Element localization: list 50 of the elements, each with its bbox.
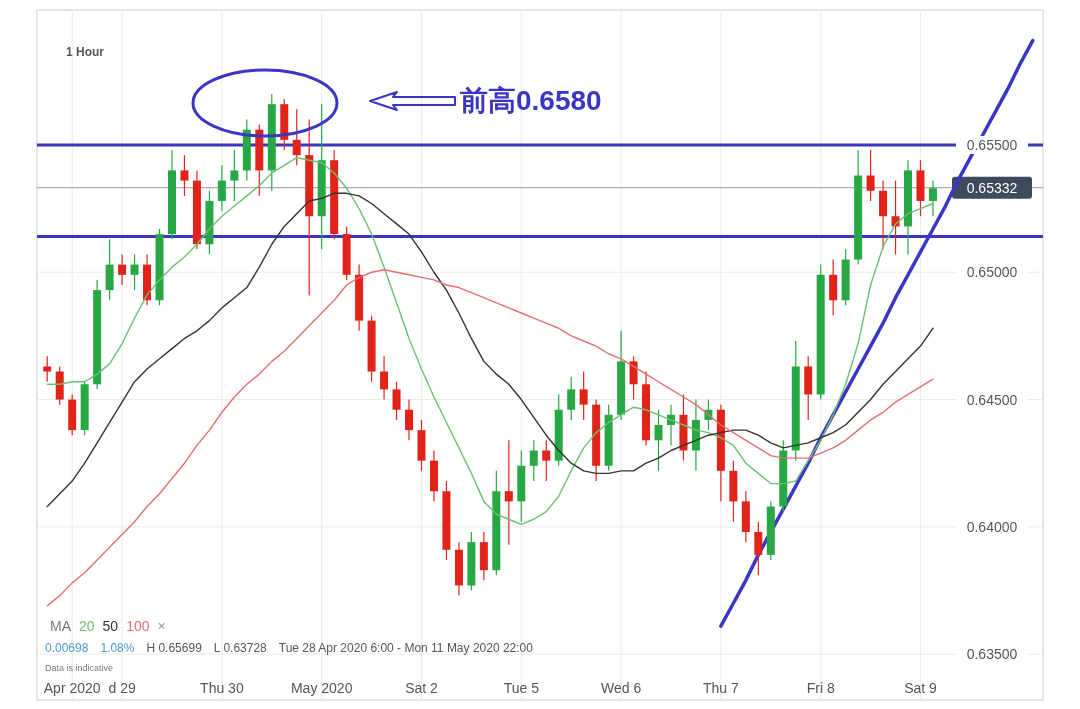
x-tick-label: May 2020 (290, 680, 353, 696)
x-tick-label: Sat 9 (904, 680, 938, 696)
text: 1 Hour (66, 45, 105, 59)
candlestick (43, 355, 52, 383)
ref-line-label: 0.65332 (966, 179, 1018, 196)
text: 50 (102, 618, 119, 634)
annotation: 前高0.6580 (459, 85, 602, 116)
candlestick (866, 149, 875, 202)
candlestick (118, 253, 127, 286)
x-tick-label: Fri 8 (806, 680, 835, 696)
candlestick (292, 108, 301, 166)
x-tick-label: Sat 2 (405, 680, 439, 696)
legend-title: MA (50, 618, 72, 634)
annotation: Data is indicative (45, 663, 114, 673)
text: 20 (79, 618, 95, 634)
annotation: 1.08% (100, 641, 135, 655)
candlestick (230, 149, 239, 202)
annotation: × (157, 618, 166, 634)
candlestick (380, 355, 389, 401)
annotation: L 0.63728 (213, 641, 268, 655)
y-tick-label: 0.64000 (966, 518, 1018, 535)
candlestick (579, 370, 588, 421)
candlestick (567, 376, 576, 421)
x-tick-label: Thu 7 (702, 680, 739, 696)
y-tick-label: 0.63500 (966, 646, 1018, 663)
candlestick (130, 253, 139, 291)
y-tick-label: 0.64500 (966, 391, 1018, 408)
candlestick (629, 355, 638, 401)
x-tick-label: Thu 30 (200, 680, 244, 696)
candlestick (928, 179, 937, 217)
candlestick (217, 164, 226, 212)
x-tick-label: Apr 2020 (43, 680, 101, 696)
x-tick-label: Tue 5 (503, 680, 540, 696)
candlestick (654, 409, 663, 472)
line-series (46, 269, 934, 607)
candlestick (542, 439, 551, 482)
y-tick-label: 0.65500 (966, 136, 1018, 153)
text: 100 (126, 618, 150, 634)
candlestick (504, 439, 513, 546)
candlestick (405, 398, 414, 441)
annotation: H 0.65699 (146, 641, 203, 655)
annotation: Tue 28 Apr 2020 6:00 - Mon 11 May 2020 22:00 (278, 641, 534, 655)
candlestick (180, 154, 189, 197)
annotation: 0.00698 (45, 641, 89, 655)
x-tick-label: d 29 (108, 680, 136, 696)
candlestick (392, 381, 401, 421)
candlestick (754, 521, 763, 576)
y-tick-label: 0.65000 (966, 264, 1018, 281)
x-tick-label: Wed 6 (600, 680, 642, 696)
candlestick (529, 439, 538, 482)
